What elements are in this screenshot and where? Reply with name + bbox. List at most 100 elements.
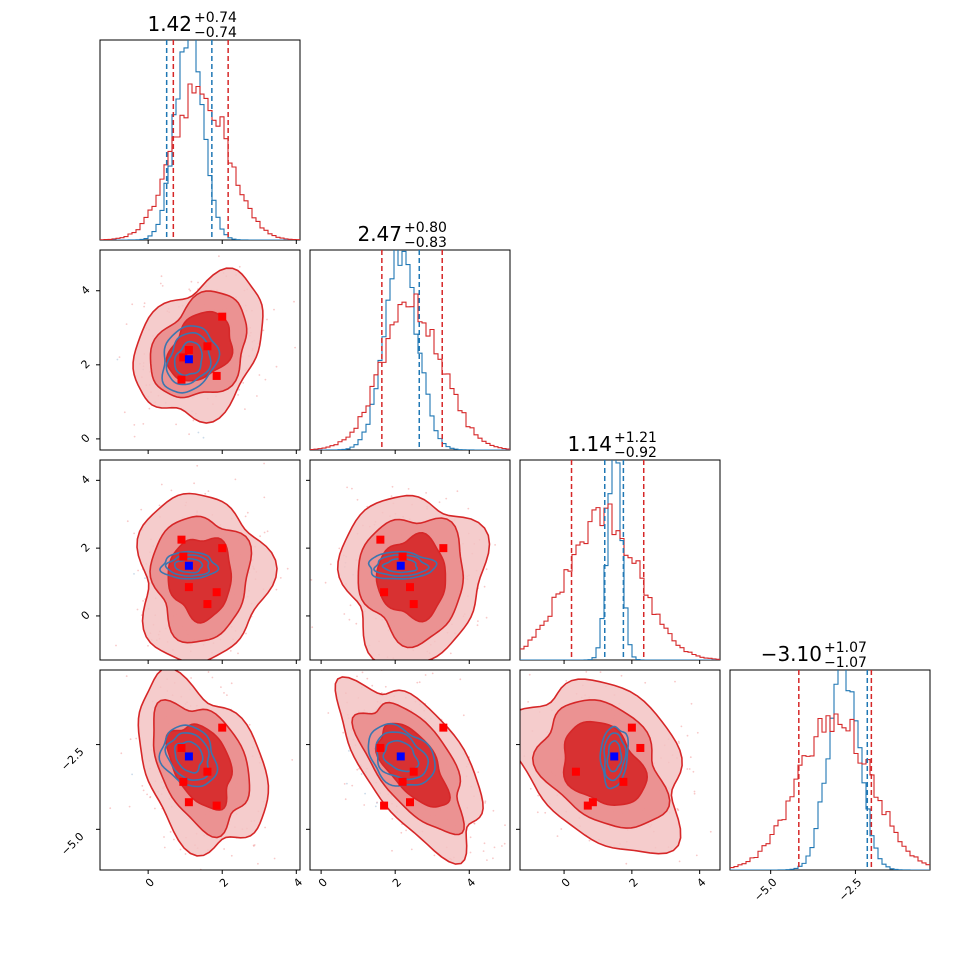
sample-dot [513,842,515,844]
sample-dot [588,839,591,842]
red-density-fill [375,723,451,807]
sample-dot [149,796,152,798]
blue-contour [159,550,220,580]
axes-frame [309,459,511,661]
sample-dot [485,568,488,571]
sample-dot [125,323,128,325]
panel-title-minus: −0.92 [614,445,657,461]
sample-dot [202,436,205,439]
y-tick-label: 4 [79,283,93,297]
sample-dot [142,600,145,602]
sample-dot [288,893,290,895]
red-contour [357,517,465,649]
sample-dot [120,752,123,755]
sample-dot [343,613,346,615]
red-square-marker [406,798,414,807]
sample-dot [686,734,689,737]
panel-title-plus: +0.80 [404,220,447,236]
blue-contour [382,739,420,773]
sample-dot [149,665,151,667]
sample-dot [226,694,228,696]
red-contour [375,531,447,623]
sample-dot [170,489,173,492]
red-square-marker [439,723,448,732]
sample-dot [364,792,366,795]
blue-histogram [100,40,300,240]
sample-dot [207,490,210,492]
sample-dot [620,674,623,677]
sample-dot [695,854,698,857]
red-contour [334,676,484,865]
sample-dot [477,771,480,774]
sample-dot [528,673,531,676]
sample-dot [425,492,427,494]
sample-dot [197,281,199,284]
y-tick-label: 2 [79,541,93,555]
red-contour [520,678,683,855]
sample-dot [429,663,431,665]
sample-dot [245,632,247,635]
sample-dot [459,678,462,681]
sample-dot [346,486,348,489]
red-square-marker [218,723,227,732]
sample-dot [696,731,699,734]
sample-dot [310,579,313,581]
sample-dot [625,862,628,865]
sample-dot [197,431,200,434]
panel-title-value: 2.47 [357,222,402,246]
red-histogram [520,503,720,660]
sample-dot [349,604,352,607]
sample-dot [128,805,131,808]
sample-dot [560,828,563,830]
sample-dot [193,482,196,485]
sample-dot [492,857,494,860]
red-square-marker [409,767,418,776]
sample-dot [188,288,191,291]
sample-dot [301,719,303,721]
sample-dot [163,846,166,849]
sample-dot [356,768,359,771]
sample-dot [445,497,448,500]
red-square-marker [398,552,407,561]
sample-dot [163,836,165,838]
sample-dot [125,675,128,677]
sample-dot [266,318,268,321]
sample-dot [123,411,126,414]
red-contour [562,720,649,807]
sample-dot [676,808,679,811]
red-contour [149,515,253,644]
sample-dot [431,672,434,675]
sample-dot [468,664,470,666]
sample-dot [147,644,149,647]
sample-dot [512,840,514,842]
sample-dot [482,850,485,852]
red-square-marker [398,777,407,786]
sample-dot [161,285,164,287]
sample-dot [190,280,193,283]
panel-title-minus: −0.83 [404,235,447,251]
sample-dot [477,620,479,622]
blue-square-marker [396,561,405,570]
sample-dot [237,394,240,396]
sample-dot [131,665,133,667]
sample-dot [429,661,431,663]
sample-dot [678,860,681,863]
red-contour [132,267,264,424]
blue-contour [381,558,418,574]
sample-dot [246,511,249,514]
axes-frame [99,249,301,451]
red-square-marker [636,743,645,752]
sample-dot [545,882,547,884]
sample-dot [116,358,119,361]
sample-dot [305,513,307,515]
red-square-marker [177,535,186,544]
sample-dot [515,817,517,819]
sample-dot [565,680,568,682]
blue-contour [367,550,438,580]
sample-dot [144,577,146,579]
sample-dot [136,608,139,611]
red-contour [351,701,465,836]
sample-dot [397,665,399,667]
sample-dot [391,849,393,852]
